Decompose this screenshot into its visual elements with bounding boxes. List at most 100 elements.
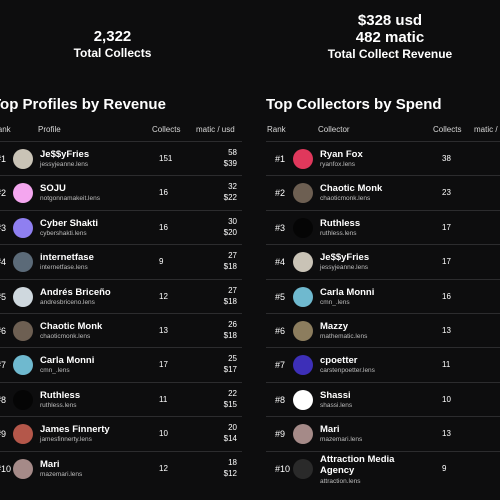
collector-column-header: Collector: [318, 125, 350, 134]
profile-name[interactable]: Je$$yFries: [40, 149, 90, 160]
matic-usd-value: 25 $17: [224, 353, 237, 375]
profile-name[interactable]: James Finnerty: [40, 424, 110, 436]
avatar[interactable]: [13, 217, 33, 238]
top-profiles-title: Top Profiles by Revenue: [0, 96, 166, 113]
rank-number: #5: [275, 291, 286, 302]
table-row[interactable]: #4 Je$$yFries jessyjeanne.lens 17: [266, 244, 500, 278]
profile-name[interactable]: Ruthless: [40, 389, 81, 401]
avatar[interactable]: [13, 458, 33, 479]
matic-usd-value: 58 $39: [224, 147, 237, 169]
avatar[interactable]: [13, 320, 33, 341]
collects-count: 23: [442, 188, 451, 198]
avatar[interactable]: [13, 389, 33, 410]
usd-amount: $12: [223, 468, 237, 478]
usd-amount: $14: [223, 434, 237, 444]
profile-name[interactable]: Ruthless: [320, 217, 361, 229]
profile-column-header: Profile: [38, 125, 61, 134]
avatar[interactable]: [293, 355, 313, 376]
avatar[interactable]: [293, 424, 313, 445]
total-revenue-matic: 482 matic: [355, 29, 425, 46]
table-row[interactable]: #3 Ruthless ruthless.lens 17: [266, 209, 500, 244]
profile-handle: mathematic.lens: [320, 332, 368, 340]
matic-usd-value: 20 $14: [224, 422, 237, 444]
avatar[interactable]: [293, 320, 313, 341]
table-row[interactable]: #8 Shassi shassi.lens 10: [266, 381, 500, 416]
avatar[interactable]: [13, 183, 33, 204]
avatar[interactable]: [13, 252, 33, 273]
profile-name[interactable]: internetfase: [40, 252, 94, 264]
collects-count: 9: [442, 463, 447, 473]
avatar[interactable]: [293, 286, 313, 307]
avatar[interactable]: [293, 183, 313, 204]
rank-number: #10: [0, 463, 12, 474]
top-profiles-panel: Top Profiles by Revenue Rank Profile Col…: [0, 96, 242, 485]
table-row[interactable]: #2 Chaotic Monk chaoticmonk.lens 23: [266, 175, 500, 209]
profile-name[interactable]: Shassi: [320, 389, 351, 401]
avatar[interactable]: [13, 424, 33, 445]
avatar[interactable]: [293, 252, 313, 273]
profile-name[interactable]: SOJU: [40, 183, 66, 195]
matic-usd-value: 27 $18: [224, 285, 237, 307]
profile-name[interactable]: cpoetter: [320, 355, 358, 367]
profile-name[interactable]: Carla Monni: [320, 286, 375, 298]
rank-number: #4: [275, 257, 286, 268]
matic-amount: 25: [228, 354, 237, 364]
collects-count: 11: [442, 360, 451, 370]
avatar[interactable]: [13, 355, 33, 376]
profile-handle: chaoticmonk.lens: [320, 195, 371, 203]
profile-name[interactable]: Mari: [320, 424, 340, 436]
profile-name[interactable]: Andrés Briceño: [40, 286, 111, 298]
usd-amount: $18: [223, 262, 237, 272]
table-row[interactable]: #9 Mari mazemari.lens 13: [266, 416, 500, 450]
profile-handle: jessyjeanne.lens: [320, 264, 369, 272]
collects-column-header: Collects: [433, 125, 462, 134]
avatar[interactable]: [293, 217, 313, 238]
rank-number: #3: [0, 222, 7, 233]
profile-handle: cybershakti.lens: [40, 229, 87, 237]
total-collects-label: Total Collects: [73, 46, 152, 60]
rank-number: #7: [0, 360, 7, 371]
profile-name[interactable]: Cyber Shakti: [40, 217, 99, 229]
top-profiles-header: Rank Profile Collects matic / usd: [0, 123, 242, 137]
table-row[interactable]: #6 Mazzy mathematic.lens 13: [266, 312, 500, 347]
profile-name[interactable]: Mari: [40, 458, 60, 470]
profile-handle: andresbriceno.lens: [40, 298, 95, 306]
collects-count: 13: [159, 325, 168, 335]
avatar[interactable]: [293, 389, 313, 410]
usd-amount: $22: [223, 193, 237, 203]
profile-handle: jamesfinnerty.lens: [40, 436, 92, 444]
profile-handle: ruthless.lens: [320, 229, 357, 237]
profile-name[interactable]: Attraction Media Agency: [320, 453, 395, 476]
profile-handle: cmn_.lens: [320, 298, 350, 306]
usd-amount: $39: [223, 159, 237, 168]
profile-name[interactable]: Chaotic Monk: [40, 320, 103, 332]
profile-name[interactable]: Ryan Fox: [320, 149, 363, 160]
collects-count: 10: [159, 429, 168, 439]
collects-count: 12: [159, 463, 168, 473]
avatar[interactable]: [293, 149, 313, 169]
table-row[interactable]: #10 Attraction Media Agency attraction.len…: [266, 450, 500, 485]
profile-name[interactable]: Carla Monni: [40, 355, 95, 367]
profile-name[interactable]: Je$$yFries: [320, 252, 370, 264]
matic-usd-value: 32 $22: [224, 181, 237, 203]
avatar[interactable]: [293, 458, 313, 479]
profile-name[interactable]: Mazzy: [320, 320, 348, 332]
table-row[interactable]: #5 Carla Monni cmn_.lens 16: [266, 278, 500, 313]
avatar[interactable]: [13, 149, 33, 169]
table-row[interactable]: #7 cpoetter carstenpoetter.lens 11: [266, 347, 500, 381]
usd-amount: $18: [223, 296, 237, 306]
table-row[interactable]: #1 Ryan Fox ryanfox.lens 38: [266, 141, 500, 175]
collects-count: 13: [442, 429, 451, 439]
avatar[interactable]: [13, 286, 33, 307]
profile-name[interactable]: Chaotic Monk: [320, 183, 383, 195]
